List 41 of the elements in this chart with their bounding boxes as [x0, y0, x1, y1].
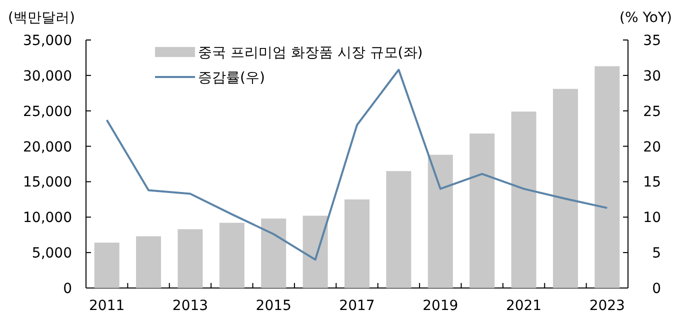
y-tick-label: 5,000 [32, 246, 72, 262]
y-tick-label: 30,000 [23, 68, 72, 84]
bar [511, 112, 536, 288]
y2-tick-label: 15 [643, 174, 661, 191]
x-tick-label: 2019 [422, 298, 458, 314]
y2-tick-label: 20 [643, 139, 661, 156]
legend-label: 중국 프리미엄 화장품 시장 규모(좌) [198, 45, 423, 61]
y-tick-label: 10,000 [23, 210, 72, 226]
x-tick-label: 2015 [256, 298, 292, 314]
x-tick-label: 2023 [589, 298, 625, 314]
legend-label: 증감률(우) [198, 70, 265, 86]
x-tick-label: 2013 [172, 298, 208, 314]
y-tick-label: 0 [63, 281, 72, 297]
bar [94, 242, 120, 288]
x-tick-label: 2021 [506, 298, 542, 314]
y-tick-label: 20,000 [23, 139, 72, 156]
x-tick-label: 2017 [339, 298, 375, 314]
line-series [106, 68, 608, 261]
bar [552, 88, 578, 288]
y2-tick-label: 0 [652, 281, 661, 297]
bar [302, 216, 328, 288]
y-tick-label: 15,000 [23, 174, 72, 191]
y2-tick-label: 35 [643, 33, 661, 49]
bar [470, 134, 495, 288]
bar [344, 199, 370, 288]
y-axis-title: (백만달러) [8, 10, 75, 26]
y2-tick-label: 10 [643, 210, 661, 226]
bar [178, 229, 203, 288]
bar [428, 154, 453, 288]
bar [136, 236, 162, 288]
y2-tick-label: 30 [643, 68, 661, 84]
bar [594, 66, 620, 288]
y2-tick-label: 25 [643, 104, 661, 120]
y-tick-label: 25,000 [23, 104, 72, 120]
bar [219, 222, 244, 288]
y-tick-label: 35,000 [23, 33, 72, 49]
y2-tick-label: 5 [652, 246, 661, 262]
bar [261, 218, 286, 288]
y2-axis-title: (% YoY) [620, 10, 672, 26]
x-tick-label: 2011 [89, 298, 125, 314]
bar [386, 171, 412, 288]
